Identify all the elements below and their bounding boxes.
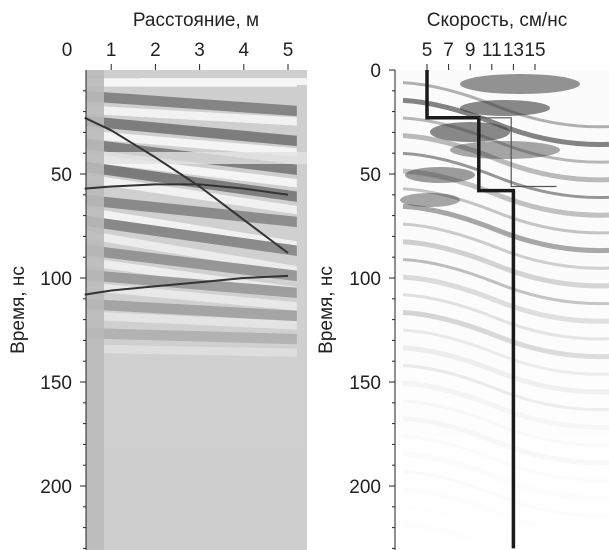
velocity-reference-line [478,117,557,188]
radargram-band [86,105,297,126]
radargram-left-strip [86,70,104,550]
semblance-peak [450,141,560,159]
semblance-event [402,116,609,164]
semblance-peak [460,100,550,116]
left-y-tick-label: 150 [40,373,72,394]
right-y-tick-label: 200 [349,477,381,498]
left-x-tick-label: 0 [62,40,73,61]
radargram-band [86,90,297,117]
left-x-tick-label: 2 [150,40,161,61]
radargram-panel: Расстояние, м 0 1 2 3 4 5 50 100 150 200 Время, … [8,10,307,550]
left-y-tick-label: 50 [51,165,72,186]
left-series-curve [84,116,289,254]
semblance-peak [405,167,475,183]
right-velocity-curves [425,70,557,549]
velocity-model-line [425,70,516,549]
radargram-fade [86,170,307,550]
right-x-tick-label: 7 [443,40,454,61]
semblance-peak [460,74,580,94]
radargram-band [100,152,307,164]
left-y-tick-label: 200 [40,477,72,498]
left-y-axis-label: Время, нс [8,266,29,354]
right-x-tick-label: 5 [422,40,433,61]
left-series-curve [84,183,289,196]
right-y-tick-label: 150 [349,373,381,394]
semblance-image [395,70,609,550]
left-x-tick-label: 5 [283,40,294,61]
semblance-fade [395,240,609,550]
right-x-ticks: 5 7 9 11 13 15 [422,40,546,72]
left-series-curve [84,274,289,296]
right-y-tick-label: 100 [349,269,381,290]
right-y-axis-label: Время, нс [316,266,337,354]
radargram-band [140,78,307,85]
left-y-ticks: 50 100 150 200 [40,90,86,549]
semblance-event [402,187,609,235]
semblance-event [402,97,609,147]
velocity-panel: Скорость, см/нс 5 7 9 11 13 15 0 50 100 150 200 В… [316,10,609,550]
left-x-ticks: 0 1 2 3 4 5 [62,40,294,72]
radargram-band [86,130,297,157]
semblance-event [402,133,609,183]
radargram-band [86,115,297,147]
right-x-tick-label: 13 [503,40,524,61]
right-y-ticks: 0 50 100 150 200 [349,61,395,549]
left-x-tick-label: 4 [239,40,250,61]
semblance-peak [400,193,460,207]
left-x-tick-label: 1 [106,40,117,61]
left-x-tick-label: 3 [194,40,205,61]
right-chart-title: Скорость, см/нс [427,10,567,31]
left-chart-title: Расстояние, м [133,10,259,31]
left-y-tick-label: 100 [40,269,72,290]
right-y-tick-label: 0 [370,61,381,82]
right-x-tick-label: 9 [465,40,476,61]
semblance-peak [430,122,510,142]
left-curves [84,116,289,296]
radargram-image [86,70,307,550]
right-x-tick-label: 15 [524,40,545,61]
semblance-event [402,151,609,200]
right-x-tick-label: 11 [482,40,502,61]
right-y-tick-label: 50 [360,165,381,186]
